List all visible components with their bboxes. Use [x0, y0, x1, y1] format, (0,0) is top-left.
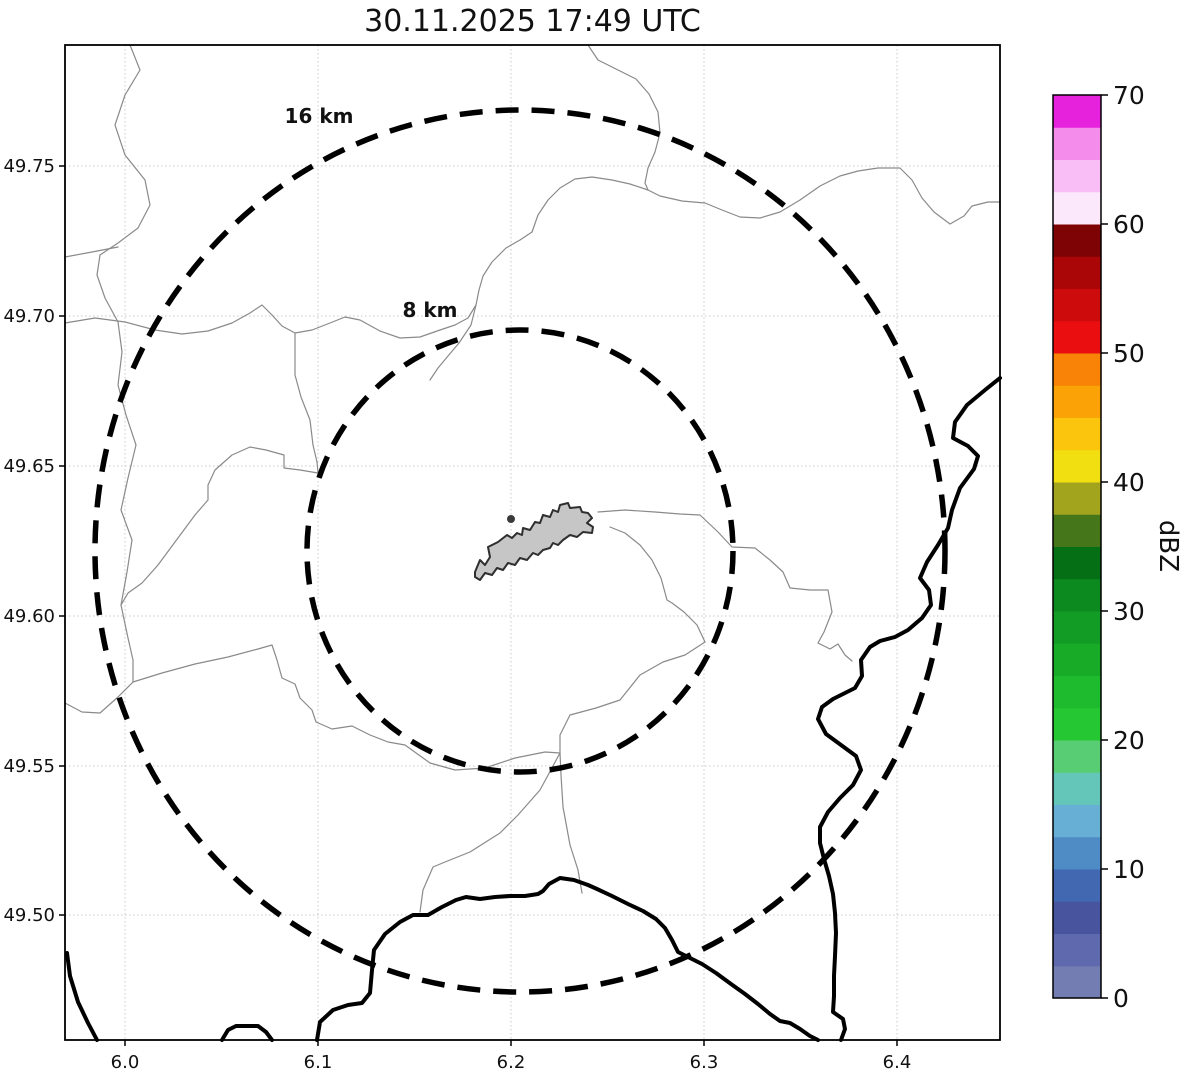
- country-border-line: [220, 1024, 274, 1042]
- radar-range-rings: 16 km 8 km: [92, 104, 948, 995]
- x-tick-label: 6.4: [883, 1052, 912, 1073]
- boundary-line: [647, 167, 1001, 225]
- boundary-line: [96, 44, 151, 683]
- colorbar-segment: [1053, 740, 1101, 773]
- colorbar-segment: [1053, 449, 1101, 483]
- country-border-line: [65, 951, 99, 1042]
- y-tick-label: 49.60: [3, 606, 55, 627]
- boundary-line: [419, 752, 561, 913]
- colorbar-segment: [1053, 643, 1101, 676]
- colorbar-segment: [1053, 224, 1101, 257]
- colorbar-tick-label: 40: [1113, 468, 1145, 497]
- colorbar: 70 60 50 40 30 20 10 0: [1052, 81, 1145, 1013]
- colorbar-tick-label: 0: [1113, 984, 1129, 1013]
- boundary-line: [64, 231, 533, 339]
- colorbar-segment: [1053, 385, 1101, 418]
- x-tick-label: 6.1: [304, 1052, 333, 1073]
- colorbar-segment: [1053, 546, 1101, 580]
- colorbar-segment: [1053, 256, 1101, 289]
- colorbar-segment: [1053, 417, 1101, 451]
- colorbar-tick-label: 60: [1113, 210, 1145, 239]
- colorbar-segment: [1053, 95, 1101, 128]
- x-tick-label: 6.0: [111, 1052, 140, 1073]
- colorbar-tick-label: 70: [1113, 81, 1145, 110]
- boundary-line: [559, 752, 583, 894]
- radar-site-marker: [507, 515, 515, 523]
- x-tick-label: 6.2: [497, 1052, 526, 1073]
- colorbar-segment: [1053, 836, 1101, 870]
- range-ring-label: 16 km: [285, 104, 354, 128]
- colorbar-segment: [1053, 127, 1101, 160]
- plot-frame: [64, 44, 1001, 1041]
- range-ring: [92, 107, 948, 995]
- boundary-line: [429, 304, 477, 381]
- colorbar-segment: [1053, 514, 1101, 547]
- colorbar-segment: [1053, 707, 1101, 741]
- boundary-line: [531, 176, 649, 233]
- range-ring-label: 8 km: [402, 298, 457, 322]
- colorbar-segment: [1053, 804, 1101, 838]
- colorbar-segment: [1053, 901, 1101, 934]
- colorbar-tick-label: 50: [1113, 339, 1145, 368]
- y-tick-label: 49.65: [3, 456, 55, 477]
- boundary-line: [132, 644, 431, 764]
- y-tick-label: 49.70: [3, 306, 55, 327]
- colorbar-segment: [1053, 869, 1101, 902]
- boundary-line: [64, 246, 119, 258]
- x-axis-ticks: 6.0 6.1 6.2 6.3 6.4: [111, 1040, 912, 1073]
- boundary-line: [609, 526, 706, 643]
- y-axis-ticks: 49.75 49.70 49.65 49.60 49.55 49.50: [3, 156, 65, 926]
- colorbar-frame: [1052, 94, 1102, 999]
- colorbar-segment: [1053, 288, 1101, 322]
- municipal-boundaries: [64, 44, 1001, 913]
- city-polygon-group: [474, 502, 594, 581]
- colorbar-segment: [1053, 772, 1101, 805]
- country-borders: [65, 376, 1002, 1042]
- colorbar-segment: [1053, 611, 1101, 644]
- colorbar-segment: [1053, 191, 1101, 225]
- country-border-line: [315, 876, 820, 1042]
- colorbar-segment: [1053, 159, 1101, 193]
- boundary-line: [120, 332, 319, 606]
- x-tick-label: 6.3: [690, 1052, 719, 1073]
- y-tick-label: 49.50: [3, 905, 55, 926]
- colorbar-segment: [1053, 965, 1101, 999]
- plot-title: 30.11.2025 17:49 UTC: [364, 4, 701, 39]
- colorbar-segment: [1053, 353, 1101, 386]
- colorbar-segment: [1053, 933, 1101, 967]
- boundary-line: [559, 641, 706, 754]
- range-ring: [304, 327, 736, 775]
- boundary-line: [597, 509, 853, 662]
- colorbar-segment: [1053, 675, 1101, 709]
- y-tick-label: 49.75: [3, 156, 55, 177]
- colorbar-unit-label: dBZ: [1153, 519, 1183, 573]
- country-border-line: [816, 376, 1002, 1042]
- colorbar-segment: [1053, 320, 1101, 354]
- boundary-line: [64, 681, 134, 714]
- colorbar-tick-label: 10: [1113, 855, 1145, 884]
- colorbar-tick-label: 20: [1113, 726, 1145, 755]
- boundary-line: [587, 44, 661, 191]
- colorbar-segment: [1053, 578, 1101, 612]
- y-tick-label: 49.55: [3, 756, 55, 777]
- colorbar-segment: [1053, 482, 1101, 515]
- colorbar-tick-label: 30: [1113, 597, 1145, 626]
- city-boundary: [474, 502, 594, 581]
- boundary-line: [429, 751, 561, 771]
- axes-frame: [64, 44, 1001, 1041]
